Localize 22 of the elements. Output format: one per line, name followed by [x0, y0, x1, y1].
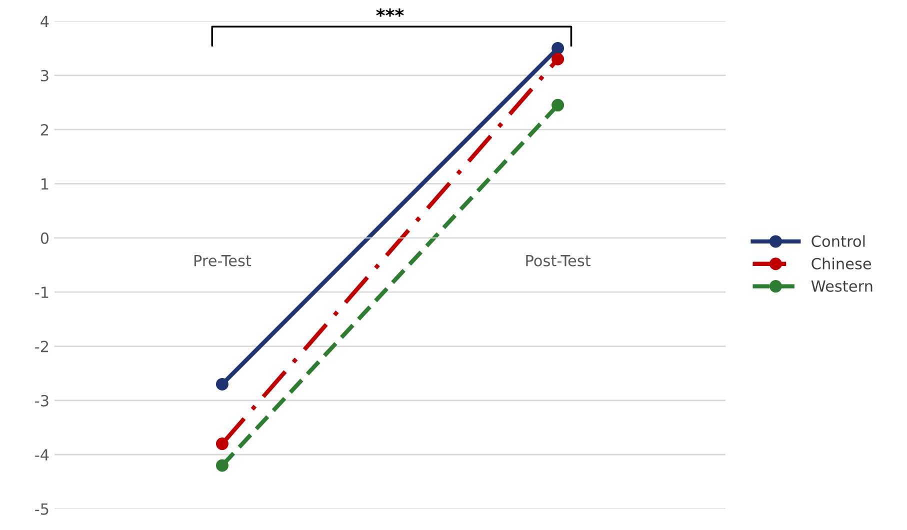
y-tick-label: 1	[42, 178, 48, 190]
y-tick-label: -1	[35, 286, 48, 298]
y-tick-label: -2	[35, 340, 48, 352]
point	[216, 459, 228, 472]
point	[216, 438, 228, 450]
point	[552, 98, 564, 112]
point	[552, 52, 564, 66]
y-tick-label: -3	[35, 394, 48, 406]
legend-label: Chinese	[812, 258, 872, 270]
legend-label: Western	[811, 280, 872, 292]
x-tick-label: Post-Test	[526, 255, 591, 266]
point	[552, 42, 564, 55]
y-tick-label: 0	[40, 232, 49, 244]
point	[216, 378, 228, 390]
y-tick-label: 2	[40, 124, 48, 136]
x-tick-label: Pre-Test	[194, 255, 252, 266]
y-tick-label: 3	[41, 70, 48, 82]
text: ***	[376, 8, 404, 17]
y-tick-label: -5	[35, 503, 48, 515]
legend-label: Control	[812, 235, 865, 248]
y-tick-label: -4	[35, 449, 49, 460]
y-tick-label: 4	[40, 16, 49, 28]
